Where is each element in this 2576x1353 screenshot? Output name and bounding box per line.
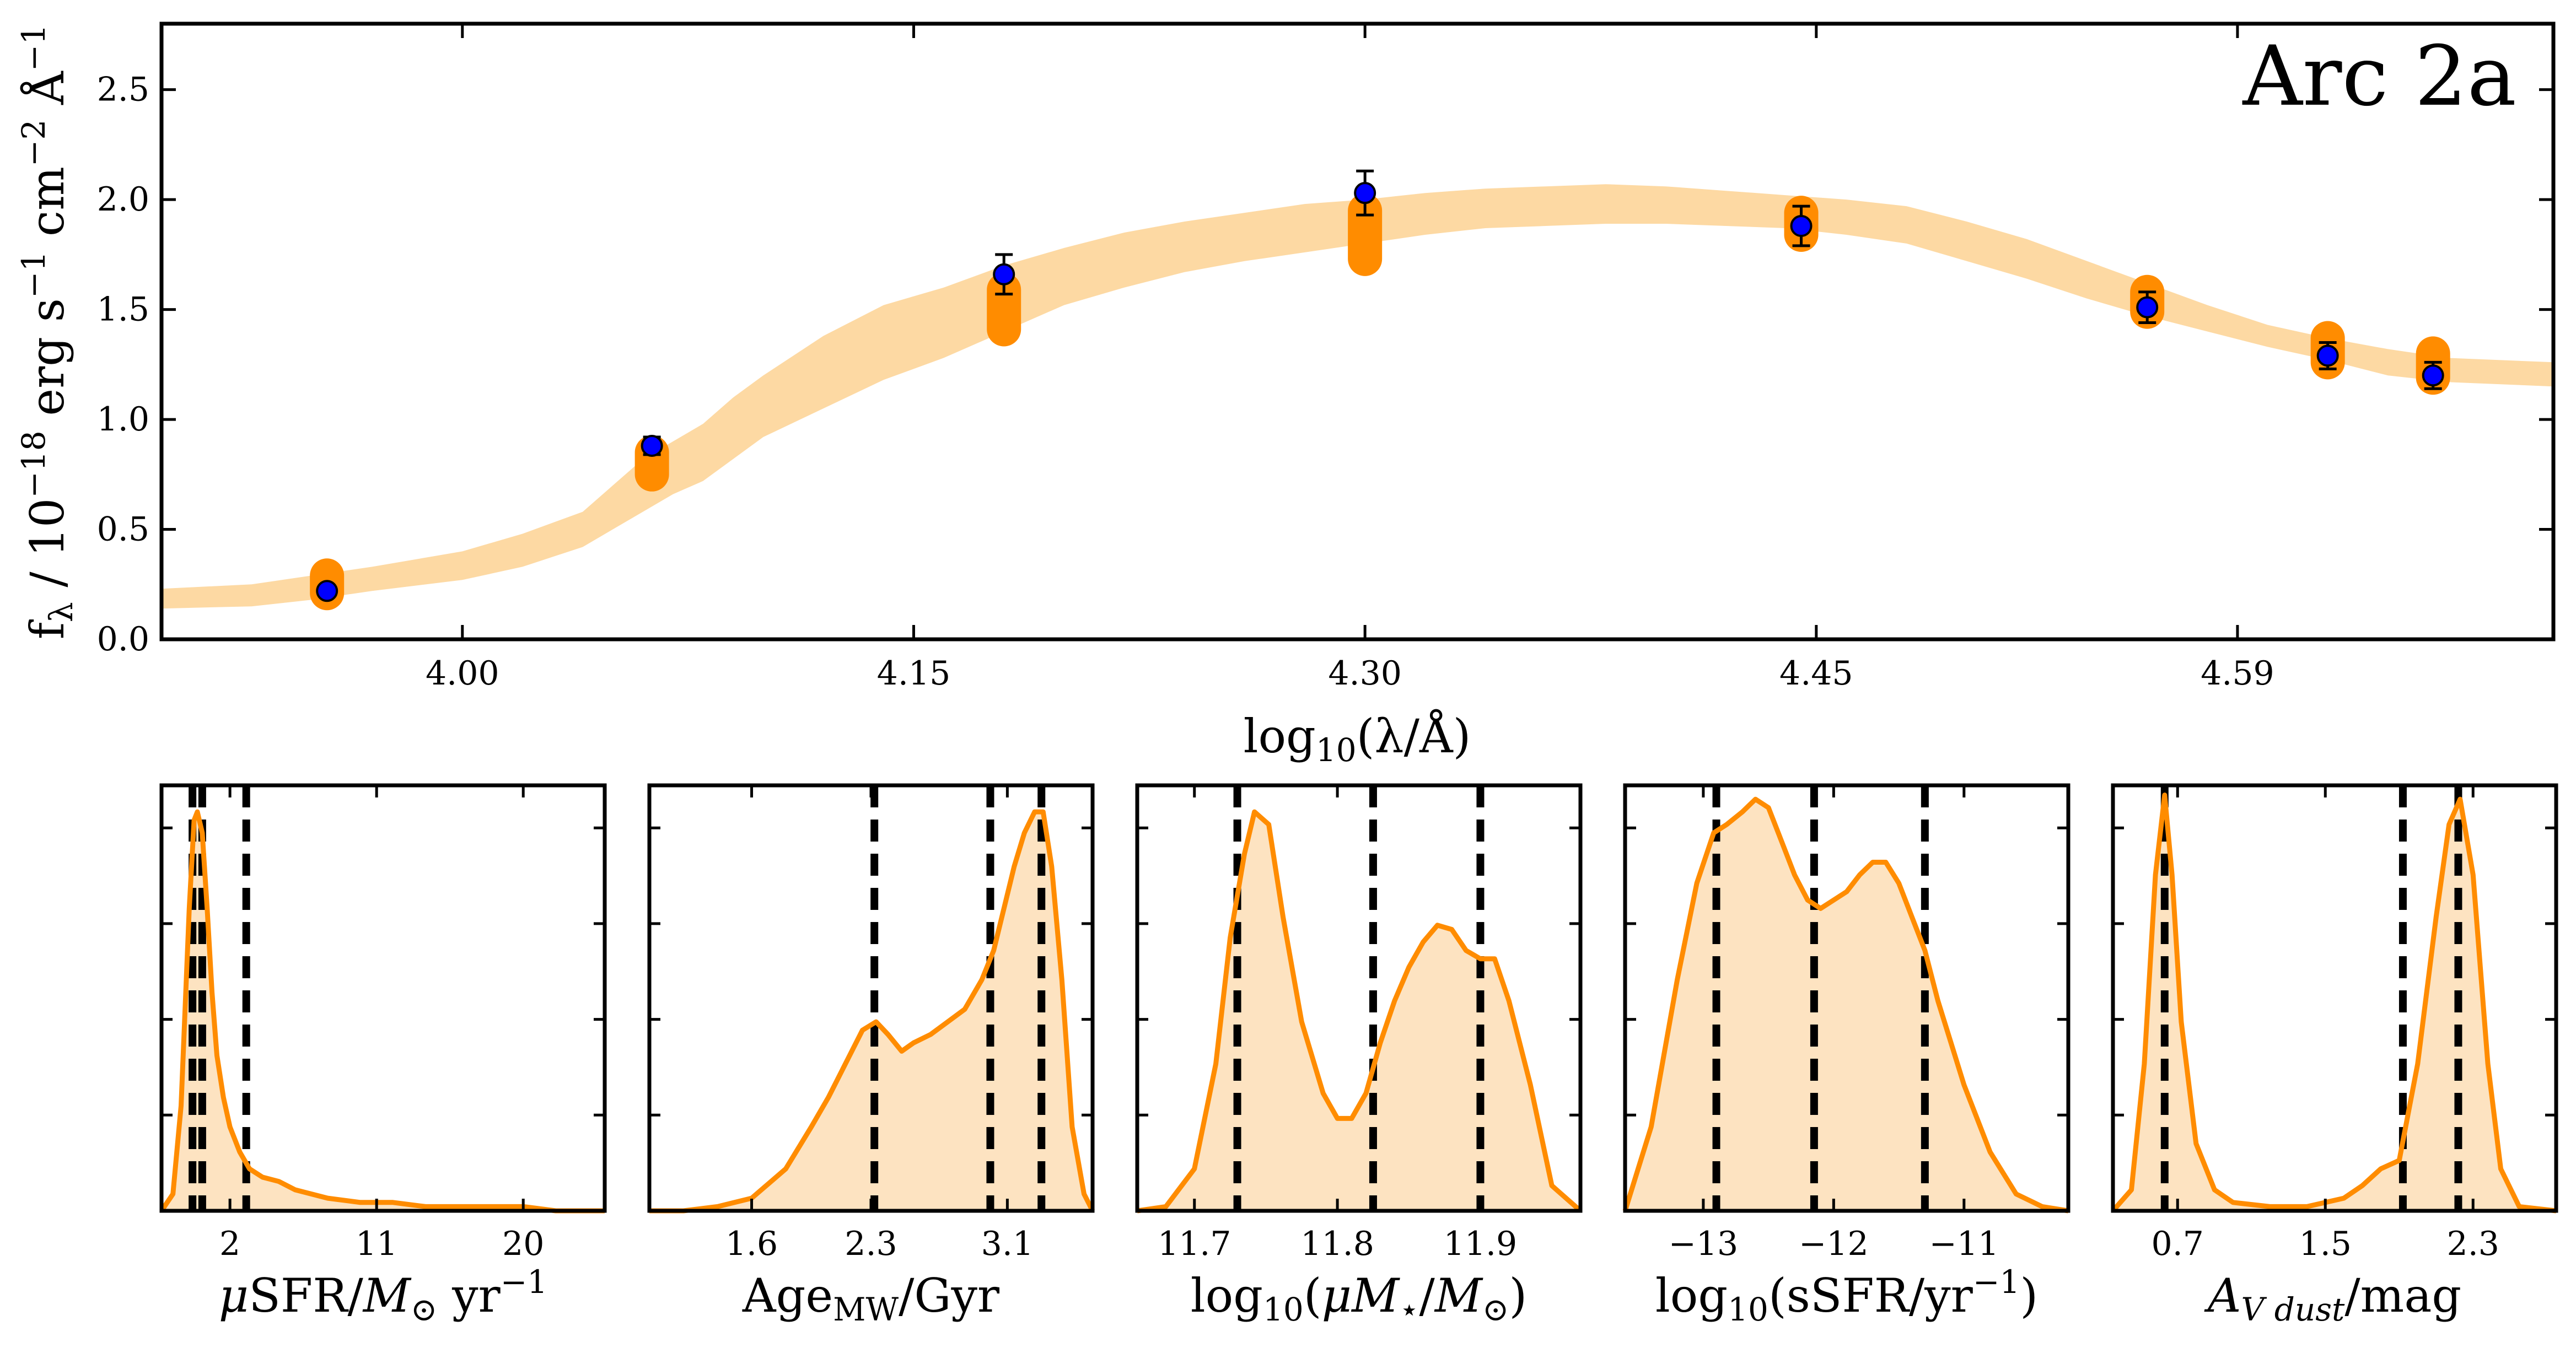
posterior-area — [2113, 795, 2556, 1211]
posterior-sfr-x-label: μSFR/M⊙ yr−1 — [219, 1263, 547, 1328]
posterior-age-data — [647, 783, 1095, 1214]
model-spectrum-band-layer — [162, 184, 2553, 609]
posterior-curve — [1622, 796, 2069, 1214]
x-tick-label: 2.3 — [845, 1225, 897, 1263]
observed-photometry-point — [641, 434, 663, 457]
posterior-ssfr-x-label: log10(sSFR/yr−1) — [1655, 1263, 2038, 1328]
x-tick-label: 1.6 — [725, 1225, 778, 1263]
posterior-area — [1137, 812, 1580, 1211]
posterior-ssfr-panel: −13 −12 −11 log10(sSFR/yr−1) — [1622, 783, 2071, 1328]
x-tick-label: 4.30 — [1328, 654, 1402, 693]
posterior-frame — [1135, 783, 1583, 1213]
x-tick-label: 4.59 — [2201, 654, 2274, 693]
sed-main-plot: 4.00 4.15 4.30 4.45 4.59 0.0 0.5 1.0 1.5 2.0 2.5 A… — [15, 21, 2556, 769]
observed-photometry-point — [1354, 182, 1376, 204]
posterior-area — [1625, 799, 2068, 1211]
y-tick-label: 2.0 — [97, 180, 149, 219]
x-tick-label: 4.15 — [877, 654, 951, 693]
x-tick-label: −11 — [1929, 1225, 1999, 1263]
model-spectrum-band — [162, 184, 2553, 609]
posterior-area — [162, 812, 605, 1211]
x-tick-label: 0.7 — [2152, 1225, 2204, 1263]
observed-photometry-point — [2422, 364, 2444, 387]
observed-photometry-point — [2316, 344, 2339, 367]
posterior-ssfr-ticks: −13 −12 −11 — [1625, 785, 2068, 1263]
main-plot-frame — [159, 21, 2556, 642]
x-tick-label: 1.5 — [2299, 1225, 2352, 1263]
posterior-age-x-label: AgeMW/Gyr — [742, 1269, 1000, 1328]
posterior-age-panel: 1.6 2.3 3.1 AgeMW/Gyr — [647, 783, 1095, 1328]
posterior-mass-panel: 11.7 11.8 11.9 log10(μM⋆/M⊙) — [1135, 783, 1583, 1328]
observed-photometry-layer — [316, 169, 2444, 602]
posterior-curve — [2111, 793, 2557, 1214]
observed-photometry-point — [1790, 215, 1813, 238]
main-y-axis-label: fλ / 10−18 erg s−1 cm−2 Å−1 — [15, 24, 80, 639]
posterior-curve — [1137, 809, 1582, 1214]
posterior-sfr-ticks: 2 11 20 — [162, 785, 605, 1263]
x-tick-label: 4.00 — [426, 654, 499, 693]
x-tick-label: 11.7 — [1158, 1225, 1231, 1263]
main-plot-ticks: 4.00 4.15 4.30 4.45 4.59 0.0 0.5 1.0 1.5 2.0 2.5 — [97, 24, 2553, 693]
x-tick-label: 11 — [356, 1225, 397, 1263]
x-tick-label: −13 — [1669, 1225, 1739, 1263]
posterior-mass-ticks: 11.7 11.8 11.9 — [1137, 785, 1580, 1263]
y-tick-label: 2.5 — [97, 71, 149, 109]
posterior-sfr-panel: 2 11 20 μSFR/M⊙ yr−1 — [159, 783, 607, 1328]
posterior-dust-panel: 0.7 1.5 2.3 AV dust/mag — [2111, 783, 2558, 1328]
posterior-frame — [1623, 783, 2071, 1213]
x-tick-label: 20 — [502, 1225, 544, 1263]
x-tick-label: 2 — [219, 1225, 240, 1263]
x-tick-label: 3.1 — [981, 1225, 1034, 1263]
posterior-dust-x-label: AV dust/mag — [2204, 1269, 2461, 1328]
x-tick-label: 11.8 — [1300, 1225, 1374, 1263]
posterior-frame — [159, 783, 607, 1213]
x-tick-label: −12 — [1799, 1225, 1869, 1263]
panel-title: Arc 2a — [2242, 29, 2516, 125]
posterior-age-ticks: 1.6 2.3 3.1 — [649, 785, 1093, 1263]
posterior-mass-x-label: log10(μM⋆/M⊙) — [1191, 1269, 1527, 1328]
posterior-curve — [649, 809, 1095, 1214]
y-tick-label: 1.0 — [97, 400, 149, 439]
posterior-mass-data — [1135, 783, 1583, 1214]
posterior-dust-ticks: 0.7 1.5 2.3 — [2113, 785, 2556, 1263]
model-photometry-layer — [310, 193, 2450, 611]
posterior-dust-data — [2111, 783, 2558, 1214]
y-tick-label: 1.5 — [97, 290, 149, 329]
y-tick-label: 0.0 — [97, 620, 149, 659]
x-tick-label: 2.3 — [2447, 1225, 2499, 1263]
main-x-axis-label: log10(λ/Å) — [1244, 709, 1471, 769]
posterior-curve — [159, 809, 605, 1214]
observed-photometry-point — [2136, 296, 2159, 319]
posterior-sfr-data — [159, 783, 607, 1214]
y-tick-label: 0.5 — [97, 510, 149, 549]
observed-photometry-point — [316, 580, 338, 602]
x-tick-label: 11.9 — [1444, 1225, 1518, 1263]
observed-photometry-point — [993, 263, 1015, 285]
posterior-frame — [2111, 783, 2558, 1213]
posterior-ssfr-data — [1622, 783, 2071, 1214]
x-tick-label: 4.45 — [1779, 654, 1853, 693]
posterior-area — [649, 812, 1093, 1211]
